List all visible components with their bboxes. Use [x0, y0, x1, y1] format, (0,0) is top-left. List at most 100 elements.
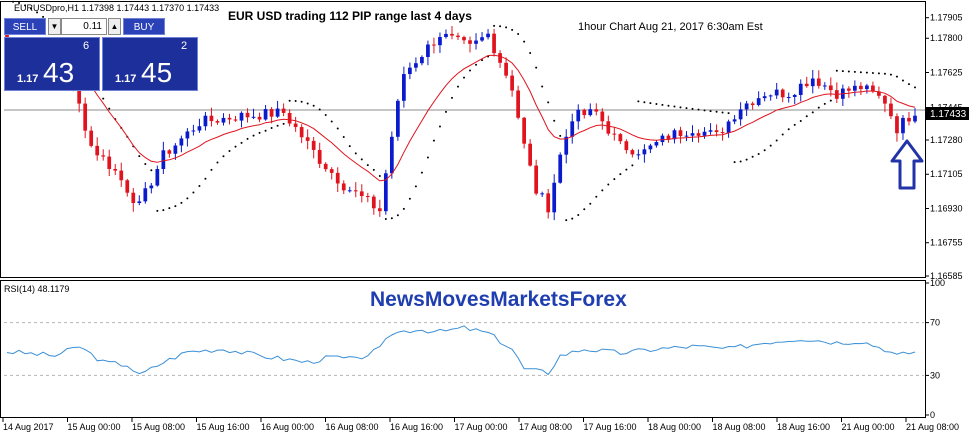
candle-body [594, 109, 599, 112]
sar-dot [144, 162, 147, 165]
sar-dot [901, 79, 904, 82]
sar-dot [108, 107, 111, 110]
sar-dot [30, 7, 33, 10]
candle-body [624, 141, 629, 151]
candle-body [263, 109, 268, 120]
rsi-axis-label: 30 [930, 370, 940, 380]
candle-body [335, 172, 340, 184]
sar-dot [469, 69, 472, 72]
candle-body [227, 117, 232, 120]
candle-body [450, 33, 454, 36]
sar-dot [625, 168, 628, 171]
sar-dot [703, 109, 706, 112]
candle-body [750, 103, 755, 106]
candle-body [606, 121, 611, 134]
candle-body [414, 63, 418, 68]
sar-dot [499, 25, 502, 28]
sar-dot [354, 152, 357, 155]
candle-body [456, 35, 460, 38]
rsi-axis: 100 70 30 0 [925, 278, 945, 420]
candle-body [756, 98, 761, 106]
candle-body [648, 145, 653, 150]
sar-dot [553, 119, 556, 122]
candle-body [552, 182, 557, 213]
candle-body [558, 154, 563, 183]
candle-body [251, 116, 256, 118]
sar-dot [763, 149, 766, 152]
sar-dot [679, 106, 682, 109]
time-axis-label: 17 Aug 08:00 [519, 422, 572, 432]
candle-body [468, 40, 472, 44]
time-axis: 14 Aug 2017 15 Aug 00:00 15 Aug 08:00 15 Au… [2, 418, 959, 432]
sar-dot [775, 139, 778, 142]
sar-dot [264, 129, 267, 132]
candle-body [804, 83, 809, 87]
candle-body [432, 44, 436, 46]
sar-dot [300, 100, 303, 103]
time-axis-label: 21 Aug 00:00 [842, 422, 895, 432]
lot-increase-button[interactable]: ▲ [108, 18, 121, 35]
candle-body [480, 37, 484, 41]
candle-body [107, 156, 112, 169]
candle-body [828, 85, 833, 91]
candle-body [618, 134, 623, 142]
sar-dot [895, 75, 898, 78]
sar-dot [456, 85, 459, 88]
time-axis-label: 14 Aug 2017 [3, 422, 54, 432]
candle-body [233, 119, 238, 121]
sar-dot [619, 173, 622, 176]
sar-dot [697, 108, 700, 111]
sar-dot [348, 145, 351, 148]
sar-dot [168, 207, 171, 210]
candle-body [895, 116, 899, 134]
buy-button[interactable]: BUY [123, 18, 165, 35]
candle-body [762, 96, 767, 99]
candle-body [161, 150, 166, 170]
rsi-line [6, 325, 916, 376]
sar-dot [541, 85, 544, 88]
lot-size-input[interactable] [61, 18, 107, 35]
candle-body [426, 44, 430, 57]
sar-dot [402, 207, 405, 210]
time-axis-label: 18 Aug 08:00 [713, 422, 766, 432]
candle-body [131, 192, 136, 204]
sar-dot [571, 217, 574, 220]
sar-dot [156, 209, 159, 212]
sar-dot [913, 86, 916, 89]
sar-dot [745, 158, 748, 161]
candle-body [239, 112, 244, 121]
sar-dot [817, 106, 820, 109]
sar-dot [595, 195, 598, 198]
candle-body [492, 33, 496, 54]
sar-dot [198, 184, 201, 187]
sar-dot [240, 141, 243, 144]
sell-button[interactable]: SELL [4, 18, 46, 35]
candle-body [245, 112, 250, 118]
candle-body [89, 130, 94, 146]
sar-dot [865, 71, 868, 74]
candle-body [822, 85, 827, 87]
candle-body [582, 109, 587, 116]
sar-dot [559, 134, 562, 137]
sar-dot [330, 120, 333, 123]
lot-decrease-button[interactable]: ▼ [48, 18, 61, 35]
sar-dot [174, 205, 177, 208]
one-click-trading-panel: SELL ▼ ▲ BUY 1.17 43 6 1.17 45 2 [4, 18, 198, 91]
sar-dot [312, 104, 315, 107]
sar-dot [408, 197, 411, 200]
candle-body [155, 169, 160, 186]
sar-dot [463, 76, 466, 79]
sar-dot [517, 33, 520, 36]
time-axis-label: 16 Aug 00:00 [261, 422, 314, 432]
bid-price-box[interactable]: 1.17 43 6 [4, 37, 100, 91]
sar-dot [613, 178, 616, 181]
candle-body [347, 190, 352, 192]
ask-price-box[interactable]: 1.17 45 2 [102, 37, 198, 91]
candle-body [570, 121, 575, 137]
time-axis-label: 15 Aug 08:00 [132, 422, 185, 432]
price-axis-label: 1.17905 [930, 13, 963, 23]
candle-body [167, 150, 172, 154]
candle-body [119, 170, 124, 181]
sar-dot [228, 150, 231, 153]
sar-dot [192, 191, 195, 194]
